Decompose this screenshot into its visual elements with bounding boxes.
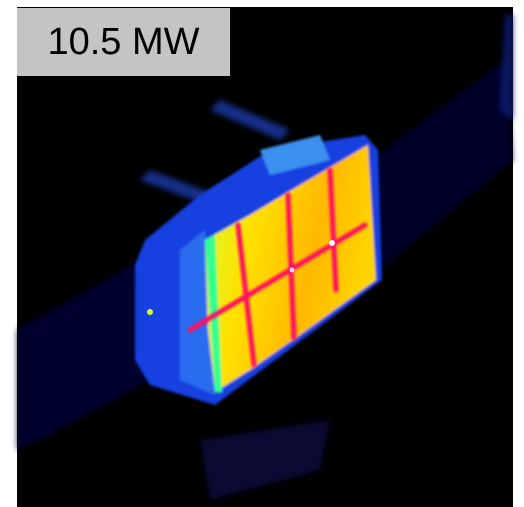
power-label: 10.5 MW [17,8,230,76]
screenshot: 10.5 MW [0,0,524,507]
thermal-image [0,0,524,507]
